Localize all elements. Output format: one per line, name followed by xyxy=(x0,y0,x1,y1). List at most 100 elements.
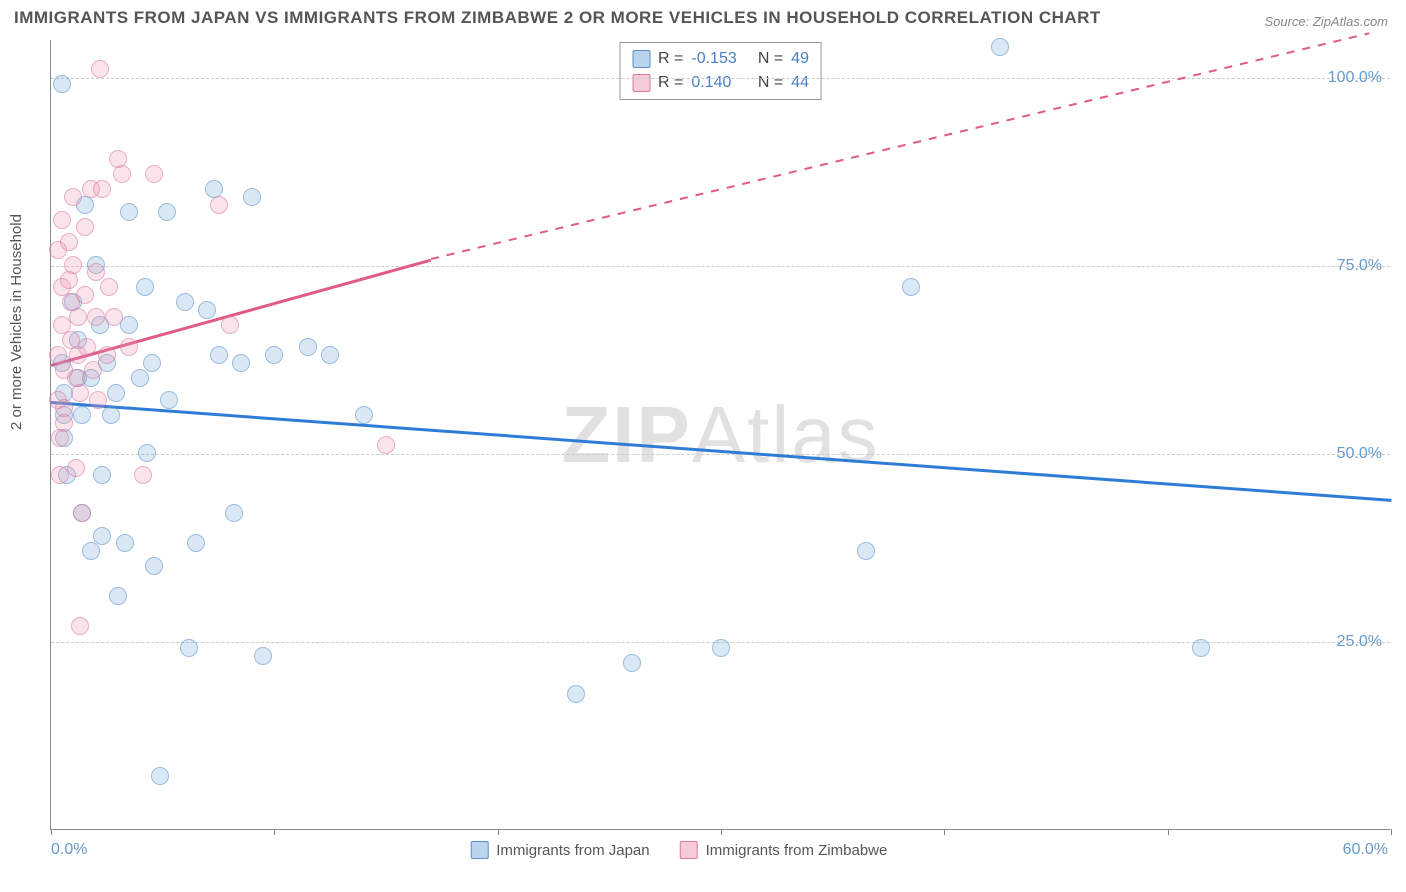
data-point xyxy=(76,286,94,304)
data-point xyxy=(136,278,154,296)
data-point xyxy=(857,542,875,560)
data-point xyxy=(113,165,131,183)
n-value-japan: 49 xyxy=(791,47,809,71)
data-point xyxy=(355,406,373,424)
gridline xyxy=(51,266,1390,267)
x-tick xyxy=(721,829,722,835)
bottom-legend: Immigrants from Japan Immigrants from Zi… xyxy=(470,841,887,859)
x-tick xyxy=(498,829,499,835)
data-point xyxy=(210,196,228,214)
data-point xyxy=(151,767,169,785)
data-point xyxy=(991,38,1009,56)
data-point xyxy=(76,218,94,236)
stats-legend-box: R = -0.153 N = 49 R = 0.140 N = 44 xyxy=(619,42,822,100)
data-point xyxy=(623,654,641,672)
data-point xyxy=(158,203,176,221)
stats-row-zimbabwe: R = 0.140 N = 44 xyxy=(632,71,809,95)
watermark-suffix: Atlas xyxy=(692,390,880,479)
data-point xyxy=(87,308,105,326)
legend-item-zimbabwe: Immigrants from Zimbabwe xyxy=(680,841,888,859)
data-point xyxy=(64,256,82,274)
data-point xyxy=(84,361,102,379)
n-label: N = xyxy=(753,71,783,95)
data-point xyxy=(67,459,85,477)
data-point xyxy=(198,301,216,319)
watermark-prefix: ZIP xyxy=(561,390,691,479)
data-point xyxy=(91,60,109,78)
watermark: ZIPAtlas xyxy=(561,389,879,481)
gridline xyxy=(51,454,1390,455)
x-tick xyxy=(944,829,945,835)
plot-area: ZIPAtlas R = -0.153 N = 49 R = 0.140 N =… xyxy=(50,40,1390,830)
data-point xyxy=(53,75,71,93)
data-point xyxy=(321,346,339,364)
data-point xyxy=(93,466,111,484)
legend-label-japan: Immigrants from Japan xyxy=(496,842,649,859)
trendline xyxy=(51,401,1391,501)
data-point xyxy=(73,406,91,424)
legend-label-zimbabwe: Immigrants from Zimbabwe xyxy=(706,842,888,859)
y-tick-label: 75.0% xyxy=(1337,257,1382,275)
data-point xyxy=(265,346,283,364)
swatch-japan xyxy=(470,841,488,859)
x-tick xyxy=(51,829,52,835)
data-point xyxy=(93,180,111,198)
data-point xyxy=(232,354,250,372)
data-point xyxy=(145,557,163,575)
swatch-zimbabwe xyxy=(680,841,698,859)
data-point xyxy=(116,534,134,552)
x-axis-max-label: 60.0% xyxy=(1343,841,1388,859)
data-point xyxy=(100,278,118,296)
r-label: R = xyxy=(658,47,683,71)
data-point xyxy=(55,414,73,432)
data-point xyxy=(210,346,228,364)
y-tick-label: 100.0% xyxy=(1328,69,1382,87)
data-point xyxy=(160,391,178,409)
gridline xyxy=(51,78,1390,79)
data-point xyxy=(120,203,138,221)
data-point xyxy=(87,263,105,281)
r-value-japan: -0.153 xyxy=(691,47,745,71)
x-axis-min-label: 0.0% xyxy=(51,841,87,859)
stats-row-japan: R = -0.153 N = 49 xyxy=(632,47,809,71)
chart-title: IMMIGRANTS FROM JAPAN VS IMMIGRANTS FROM… xyxy=(14,8,1101,28)
n-label: N = xyxy=(753,47,783,71)
r-label: R = xyxy=(658,71,683,95)
swatch-japan xyxy=(632,50,650,68)
data-point xyxy=(120,316,138,334)
data-point xyxy=(712,639,730,657)
data-point xyxy=(60,233,78,251)
trendline xyxy=(430,32,1368,259)
legend-item-japan: Immigrants from Japan xyxy=(470,841,649,859)
data-point xyxy=(180,639,198,657)
chart-container: IMMIGRANTS FROM JAPAN VS IMMIGRANTS FROM… xyxy=(0,0,1406,892)
data-point xyxy=(187,534,205,552)
y-axis-label: 2 or more Vehicles in Household xyxy=(8,214,25,430)
data-point xyxy=(1192,639,1210,657)
data-point xyxy=(131,369,149,387)
x-tick xyxy=(1391,829,1392,835)
data-point xyxy=(299,338,317,356)
source-attribution: Source: ZipAtlas.com xyxy=(1264,14,1388,29)
y-tick-label: 50.0% xyxy=(1337,445,1382,463)
data-point xyxy=(71,617,89,635)
data-point xyxy=(64,188,82,206)
x-tick xyxy=(274,829,275,835)
data-point xyxy=(93,527,111,545)
data-point xyxy=(225,504,243,522)
data-point xyxy=(82,542,100,560)
data-point xyxy=(69,308,87,326)
data-point xyxy=(138,444,156,462)
data-point xyxy=(120,338,138,356)
data-point xyxy=(377,436,395,454)
data-point xyxy=(902,278,920,296)
data-point xyxy=(98,346,116,364)
x-tick xyxy=(1168,829,1169,835)
n-value-zimbabwe: 44 xyxy=(791,71,809,95)
r-value-zimbabwe: 0.140 xyxy=(691,71,745,95)
data-point xyxy=(73,504,91,522)
data-point xyxy=(221,316,239,334)
data-point xyxy=(134,466,152,484)
data-point xyxy=(567,685,585,703)
data-point xyxy=(254,647,272,665)
